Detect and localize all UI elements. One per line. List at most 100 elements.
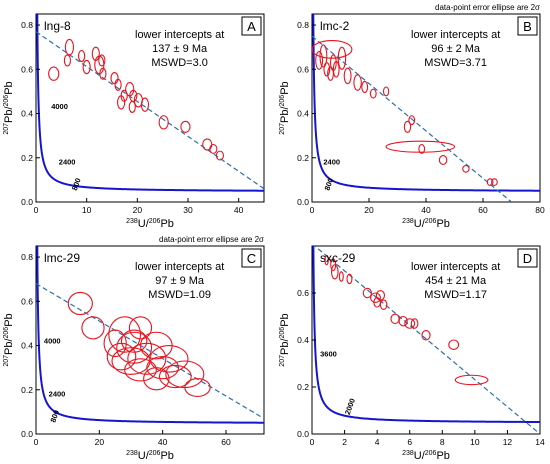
y-tick-label: 0.2 bbox=[21, 153, 33, 163]
discordia-line bbox=[36, 31, 264, 190]
data-point-ellipse bbox=[215, 150, 225, 161]
data-point-ellipse bbox=[375, 290, 386, 301]
data-point-ellipse bbox=[361, 80, 369, 94]
x-tick-label: 10 bbox=[82, 205, 92, 215]
sample-name: lmc-2 bbox=[320, 19, 350, 33]
y-tick-label: 0.0 bbox=[21, 429, 33, 439]
plot-area bbox=[36, 246, 264, 424]
concordia-age-label: 2400 bbox=[323, 157, 340, 166]
axis-label-superscript: 206 bbox=[425, 450, 437, 457]
x-tick-label: 40 bbox=[234, 205, 244, 215]
data-point-ellipse bbox=[346, 273, 353, 285]
intercept-text-line: lower intercepts at bbox=[411, 29, 500, 41]
x-axis-label: 238U/206Pb bbox=[402, 218, 450, 230]
data-point-ellipse bbox=[462, 164, 470, 173]
axis-label-superscript: 238 bbox=[126, 218, 138, 225]
axis-label-text: Pb bbox=[436, 450, 449, 462]
x-axis-label: 238U/206Pb bbox=[126, 450, 174, 462]
data-point-ellipse bbox=[67, 291, 93, 316]
plot-frame bbox=[311, 13, 541, 203]
data-point-ellipse bbox=[209, 143, 218, 154]
data-point-ellipse bbox=[103, 329, 127, 358]
data-point-ellipse bbox=[114, 78, 122, 91]
panel-letter: A bbox=[247, 19, 256, 34]
x-tick-label: 0 bbox=[310, 205, 315, 215]
sample-name: lmc-29 bbox=[44, 251, 80, 265]
axis-label-superscript: 206 bbox=[279, 327, 286, 339]
data-point-ellipse bbox=[315, 51, 324, 70]
y-tick-label: 0.8 bbox=[21, 20, 33, 30]
axis-label-superscript: 207 bbox=[3, 355, 10, 367]
axis-label-text: U/ bbox=[138, 450, 150, 462]
data-point-ellipse bbox=[338, 271, 344, 282]
x-tick-label: 60 bbox=[221, 437, 231, 447]
discordia-line bbox=[313, 246, 540, 434]
axis-label-text: Pb bbox=[3, 81, 15, 94]
concordia-curve bbox=[312, 246, 540, 424]
data-point-ellipse bbox=[330, 264, 339, 280]
x-tick-label: 6 bbox=[407, 437, 412, 447]
discordia-line bbox=[36, 283, 264, 420]
data-point-ellipse bbox=[418, 143, 426, 154]
concordia-age-label: 800 bbox=[48, 409, 61, 424]
data-point-ellipse bbox=[99, 67, 107, 80]
data-point-ellipse bbox=[382, 86, 390, 97]
y-tick-label: 0.4 bbox=[297, 335, 309, 345]
axis-label-superscript: 238 bbox=[402, 450, 414, 457]
data-point-ellipse bbox=[128, 100, 136, 113]
y-axis-label: 207Pb/206Pb bbox=[279, 81, 291, 134]
concordia-curve bbox=[36, 14, 264, 192]
axis-label-text: Pb bbox=[279, 81, 291, 94]
y-tick-label: 0.0 bbox=[297, 429, 309, 439]
x-tick-label: 0 bbox=[34, 437, 39, 447]
panel-letter-box bbox=[517, 16, 538, 36]
x-tick-label: 80 bbox=[535, 205, 545, 215]
intercept-text-line: lower intercepts at bbox=[135, 261, 224, 273]
y-tick-label: 0.6 bbox=[297, 288, 309, 298]
data-point-ellipse bbox=[128, 316, 153, 340]
data-point-ellipse bbox=[337, 46, 347, 70]
intercept-text-line: 137 ± 9 Ma bbox=[152, 43, 208, 55]
data-point-ellipse bbox=[64, 38, 75, 56]
axis-label-superscript: 206 bbox=[3, 95, 10, 107]
data-point-ellipse bbox=[63, 54, 72, 67]
intercept-text-line: MSWD=3.0 bbox=[151, 57, 208, 69]
panel-c: 4000 2400 800 0 20 40 60 0.0 0.2 0.4 0.6 0.8 238U/20… bbox=[3, 235, 265, 462]
x-tick-label: 8 bbox=[440, 437, 445, 447]
x-tick-label: 40 bbox=[421, 205, 431, 215]
y-tick-label: 0.8 bbox=[297, 20, 309, 30]
x-tick-label: 40 bbox=[158, 437, 168, 447]
data-point-ellipse bbox=[143, 367, 170, 391]
panel-letter-box bbox=[241, 16, 262, 36]
data-point-ellipse bbox=[78, 49, 86, 63]
panel-letter: B bbox=[523, 19, 532, 34]
data-point-ellipse bbox=[81, 316, 105, 340]
data-point-ellipse bbox=[490, 178, 498, 186]
x-tick-label: 30 bbox=[183, 205, 193, 215]
y-tick-label: 0.6 bbox=[21, 296, 33, 306]
x-tick-label: 20 bbox=[364, 205, 374, 215]
axis-label-superscript: 206 bbox=[3, 327, 10, 339]
y-tick-label: 0.2 bbox=[297, 153, 309, 163]
concordia-age-label: 2400 bbox=[59, 157, 76, 166]
x-tick-label: 2 bbox=[342, 437, 347, 447]
data-point-ellipse bbox=[369, 88, 377, 99]
x-tick-label: 0 bbox=[34, 205, 39, 215]
concordia-age-label: 4000 bbox=[44, 336, 61, 345]
data-point-ellipse bbox=[421, 330, 431, 341]
data-point-ellipse bbox=[486, 178, 494, 186]
y-tick-label: 0.6 bbox=[21, 64, 33, 74]
axis-label-text: Pb/ bbox=[3, 338, 15, 355]
data-point-ellipse bbox=[146, 356, 180, 380]
axis-label-superscript: 207 bbox=[279, 123, 286, 135]
x-tick-label: 10 bbox=[470, 437, 480, 447]
plot-frame bbox=[35, 245, 265, 435]
plot-area bbox=[36, 14, 264, 192]
concordia-age-label: 3600 bbox=[320, 349, 337, 358]
axis-label-superscript: 207 bbox=[3, 123, 10, 135]
axis-label-text: Pb bbox=[436, 218, 449, 230]
axis-label-superscript: 238 bbox=[126, 450, 138, 457]
data-point-ellipse bbox=[140, 97, 150, 112]
axis-label-superscript: 206 bbox=[279, 95, 286, 107]
